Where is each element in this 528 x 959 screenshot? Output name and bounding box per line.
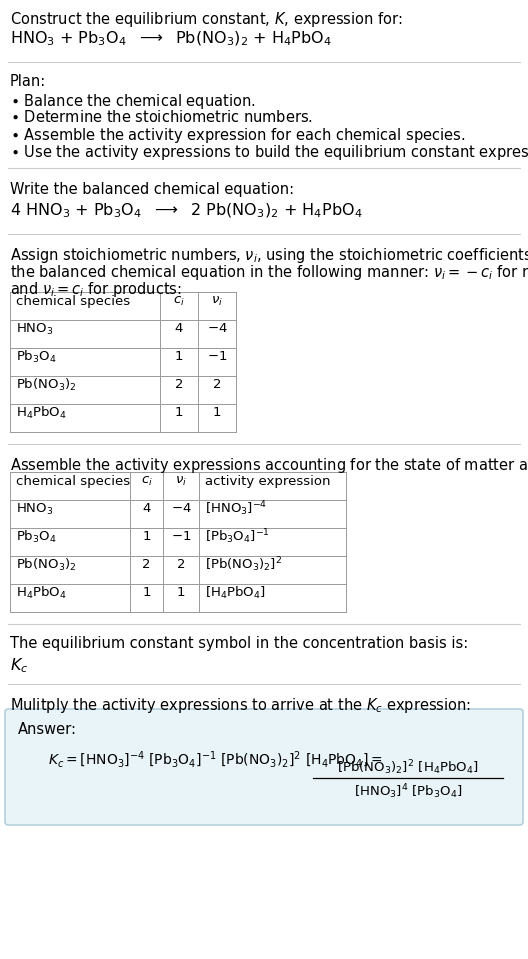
Text: $-1$: $-1$ — [207, 350, 227, 363]
Text: 1: 1 — [175, 407, 183, 419]
Text: Answer:: Answer: — [18, 722, 77, 737]
Text: Pb$_3$O$_4$: Pb$_3$O$_4$ — [16, 529, 56, 545]
Text: $[\mathrm{Pb(NO_3)_2}]^2$: $[\mathrm{Pb(NO_3)_2}]^2$ — [205, 555, 282, 574]
Text: $-4$: $-4$ — [206, 322, 228, 336]
Text: Mulitply the activity expressions to arrive at the $K_c$ expression:: Mulitply the activity expressions to arr… — [10, 696, 471, 715]
Text: 2: 2 — [175, 379, 183, 391]
Text: 4: 4 — [143, 503, 150, 516]
Text: activity expression: activity expression — [205, 475, 331, 487]
Text: $[\mathrm{Pb(NO_3)_2}]^2\ [\mathrm{H_4PbO_4}]$: $[\mathrm{Pb(NO_3)_2}]^2\ [\mathrm{H_4Pb… — [337, 758, 479, 777]
Text: chemical species: chemical species — [16, 294, 130, 308]
Text: 1: 1 — [142, 587, 151, 599]
Text: $K_c = [\mathrm{HNO_3}]^{-4}\ [\mathrm{Pb_3O_4}]^{-1}\ [\mathrm{Pb(NO_3)_2}]^{2}: $K_c = [\mathrm{HNO_3}]^{-4}\ [\mathrm{P… — [48, 750, 383, 770]
Text: $c_i$: $c_i$ — [140, 475, 153, 487]
Text: Construct the equilibrium constant, $K$, expression for:: Construct the equilibrium constant, $K$,… — [10, 10, 403, 29]
Text: 4: 4 — [175, 322, 183, 336]
Text: 4 HNO$_3$ + Pb$_3$O$_4$  $\longrightarrow$  2 Pb(NO$_3$)$_2$ + H$_4$PbO$_4$: 4 HNO$_3$ + Pb$_3$O$_4$ $\longrightarrow… — [10, 202, 363, 221]
Text: $\bullet$ Use the activity expressions to build the equilibrium constant express: $\bullet$ Use the activity expressions t… — [10, 143, 528, 162]
Text: 1: 1 — [142, 530, 151, 544]
Text: HNO$_3$: HNO$_3$ — [16, 321, 53, 337]
Text: $\bullet$ Assemble the activity expression for each chemical species.: $\bullet$ Assemble the activity expressi… — [10, 126, 465, 145]
Text: $K_c$: $K_c$ — [10, 656, 29, 675]
Text: $\nu_i$: $\nu_i$ — [175, 475, 187, 487]
Text: $[\mathrm{Pb_3O_4}]^{-1}$: $[\mathrm{Pb_3O_4}]^{-1}$ — [205, 527, 270, 547]
Text: $c_i$: $c_i$ — [173, 294, 185, 308]
Text: $\bullet$ Determine the stoichiometric numbers.: $\bullet$ Determine the stoichiometric n… — [10, 109, 313, 125]
Text: Pb(NO$_3$)$_2$: Pb(NO$_3$)$_2$ — [16, 557, 77, 573]
Text: 2: 2 — [142, 558, 151, 572]
Text: 1: 1 — [175, 350, 183, 363]
FancyBboxPatch shape — [5, 709, 523, 825]
Text: $\bullet$ Balance the chemical equation.: $\bullet$ Balance the chemical equation. — [10, 92, 256, 111]
Text: the balanced chemical equation in the following manner: $\nu_i = -c_i$ for react: the balanced chemical equation in the fo… — [10, 263, 528, 282]
Text: 1: 1 — [177, 587, 185, 599]
Text: Assign stoichiometric numbers, $\nu_i$, using the stoichiometric coefficients, $: Assign stoichiometric numbers, $\nu_i$, … — [10, 246, 528, 265]
Text: Assemble the activity expressions accounting for the state of matter and $\nu_i$: Assemble the activity expressions accoun… — [10, 456, 528, 475]
Text: Plan:: Plan: — [10, 74, 46, 89]
Text: $-4$: $-4$ — [171, 503, 191, 516]
Text: Pb(NO$_3$)$_2$: Pb(NO$_3$)$_2$ — [16, 377, 77, 393]
Text: and $\nu_i = c_i$ for products:: and $\nu_i = c_i$ for products: — [10, 280, 182, 299]
Text: $[\mathrm{HNO_3}]^4\ [\mathrm{Pb_3O_4}]$: $[\mathrm{HNO_3}]^4\ [\mathrm{Pb_3O_4}]$ — [354, 782, 463, 801]
Text: 2: 2 — [213, 379, 221, 391]
Text: $-1$: $-1$ — [171, 530, 191, 544]
Text: HNO$_3$: HNO$_3$ — [16, 502, 53, 517]
Text: Write the balanced chemical equation:: Write the balanced chemical equation: — [10, 182, 294, 197]
Text: $[\mathrm{HNO_3}]^{-4}$: $[\mathrm{HNO_3}]^{-4}$ — [205, 500, 267, 519]
Text: HNO$_3$ + Pb$_3$O$_4$  $\longrightarrow$  Pb(NO$_3$)$_2$ + H$_4$PbO$_4$: HNO$_3$ + Pb$_3$O$_4$ $\longrightarrow$ … — [10, 30, 332, 48]
Text: 1: 1 — [213, 407, 221, 419]
Text: $[\mathrm{H_4PbO_4}]$: $[\mathrm{H_4PbO_4}]$ — [205, 585, 266, 601]
Text: $\nu_i$: $\nu_i$ — [211, 294, 223, 308]
Text: Pb$_3$O$_4$: Pb$_3$O$_4$ — [16, 349, 56, 365]
Text: 2: 2 — [177, 558, 185, 572]
Text: The equilibrium constant symbol in the concentration basis is:: The equilibrium constant symbol in the c… — [10, 636, 468, 651]
Text: chemical species: chemical species — [16, 475, 130, 487]
Text: H$_4$PbO$_4$: H$_4$PbO$_4$ — [16, 585, 67, 601]
Text: H$_4$PbO$_4$: H$_4$PbO$_4$ — [16, 405, 67, 421]
